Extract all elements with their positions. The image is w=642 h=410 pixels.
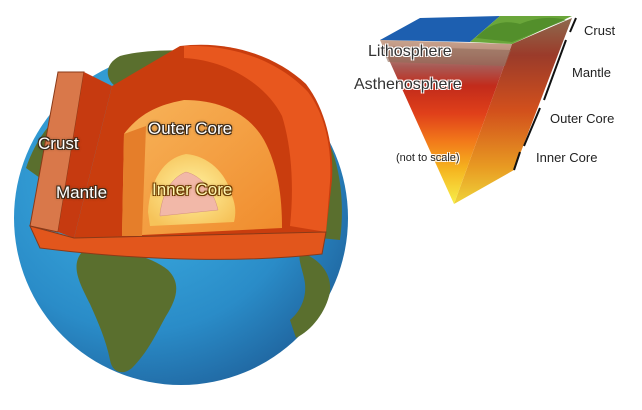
globe-mantle-bottom-band (29, 225, 327, 260)
landmass-south-america (76, 250, 177, 373)
side-label-outer-core: Outer Core (550, 111, 615, 126)
wedge-note-not-to-scale: (not to scale) (396, 152, 460, 164)
globe-label-mantle: Mantle (56, 183, 108, 202)
wedge-top-hills (476, 17, 566, 42)
side-label-inner-core: Inner Core (536, 150, 598, 165)
globe-label-crust: Crust (38, 134, 79, 153)
wedge-side-brackets (513, 17, 577, 171)
globe-mantle-slab-left (58, 72, 112, 238)
wedge-side-face (454, 18, 572, 204)
bracket-mantle (543, 39, 567, 101)
landmass-africa-edge (290, 252, 331, 338)
globe-inner-core-center (159, 171, 219, 217)
globe-outer-core-left (122, 126, 146, 236)
wedge-front-face (380, 40, 512, 204)
wedge-label-lithosphere: Lithosphere (368, 43, 452, 60)
globe-label-inner-core: Inner Core (152, 180, 233, 199)
bracket-outer-core (523, 107, 541, 147)
side-label-crust: Crust (584, 23, 616, 38)
globe-label-outer-core: Outer Core (148, 119, 233, 138)
wedge-top-ocean (380, 16, 500, 42)
side-label-mantle: Mantle (572, 65, 612, 80)
wedge-label-asthenosphere: Asthenosphere (354, 76, 462, 93)
globe-mantle-right-face (184, 45, 331, 232)
wedge-lithosphere-band (381, 46, 511, 66)
bracket-crust (569, 17, 577, 33)
bracket-inner-core (513, 151, 521, 171)
